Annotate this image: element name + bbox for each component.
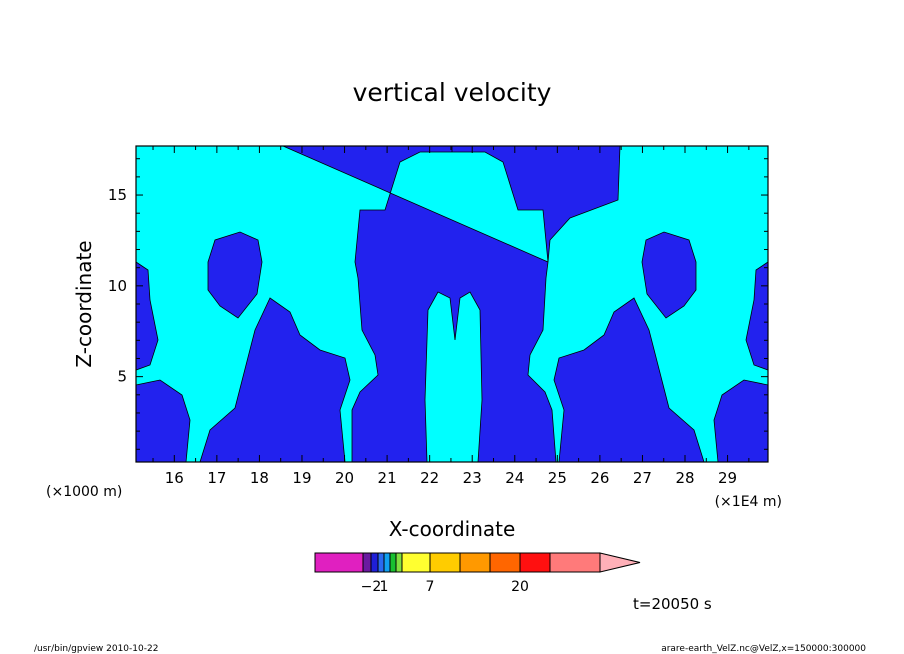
x-unit-right: (×1E4 m) bbox=[715, 494, 782, 510]
x-tick-label: 29 bbox=[718, 469, 737, 487]
contour-right-lower bbox=[553, 297, 705, 463]
colorbar-arrow bbox=[599, 552, 641, 573]
x-unit-left: (×1000 m) bbox=[46, 484, 122, 500]
colorbar-tick-label: 20 bbox=[511, 579, 529, 595]
x-tick-label: 25 bbox=[548, 469, 567, 487]
colorbar-segment bbox=[384, 553, 390, 572]
footer-right: arare-earth_VelZ.nc@VelZ,x=150000:300000 bbox=[661, 644, 866, 654]
colorbar-labels: −21 7 20 bbox=[361, 579, 529, 595]
colorbar-segment bbox=[490, 553, 520, 572]
y-axis: 5 10 15 bbox=[108, 158, 768, 450]
contour-fill-downdraft bbox=[135, 145, 769, 463]
y-axis-label: Z-coordinate bbox=[72, 240, 96, 367]
colorbar-segment bbox=[402, 553, 430, 572]
x-tick-label: 23 bbox=[463, 469, 482, 487]
y-tick-label: 10 bbox=[108, 277, 127, 295]
colorbar-segment bbox=[363, 553, 371, 572]
contour-left-lower bbox=[199, 297, 351, 463]
colorbar-segment bbox=[347, 553, 363, 572]
colorbar-segment bbox=[550, 553, 600, 572]
contour-left-blob bbox=[207, 231, 263, 319]
colorbar-segment bbox=[331, 553, 347, 572]
x-tick-label: 20 bbox=[335, 469, 354, 487]
x-axis: 16 17 18 19 20 21 22 23 24 25 26 27 28 29 bbox=[152, 146, 750, 487]
chart-title: vertical velocity bbox=[353, 78, 552, 107]
plot-area bbox=[135, 145, 769, 463]
y-tick-label: 5 bbox=[117, 368, 127, 386]
colorbar-tick-label: 1 bbox=[380, 579, 389, 595]
x-tick-label: 26 bbox=[590, 469, 609, 487]
colorbar-segment bbox=[378, 553, 384, 572]
x-tick-label: 16 bbox=[165, 469, 184, 487]
colorbar-segment bbox=[315, 553, 331, 572]
x-tick-label: 27 bbox=[633, 469, 652, 487]
colorbar-segment bbox=[520, 553, 550, 572]
contour-central-updraft-hole bbox=[424, 291, 483, 463]
x-tick-label: 24 bbox=[505, 469, 524, 487]
x-tick-label: 17 bbox=[207, 469, 226, 487]
colorbar-segment bbox=[396, 553, 402, 572]
x-tick-label: 22 bbox=[420, 469, 439, 487]
colorbar-segment bbox=[371, 553, 378, 572]
x-tick-label: 19 bbox=[292, 469, 311, 487]
time-label: t=20050 s bbox=[633, 595, 712, 613]
colorbar-tick-label: −2 bbox=[361, 579, 382, 595]
x-tick-label: 18 bbox=[250, 469, 269, 487]
colorbar-tick-label: 7 bbox=[426, 579, 435, 595]
contour-right-blob bbox=[641, 231, 697, 319]
x-tick-label: 28 bbox=[675, 469, 694, 487]
colorbar-frame bbox=[314, 552, 601, 573]
colorbar-segment bbox=[460, 553, 490, 572]
colorbar-segment bbox=[390, 553, 396, 572]
y-tick-label: 15 bbox=[108, 186, 127, 204]
colorbar-segment bbox=[430, 553, 460, 572]
x-tick-label: 21 bbox=[378, 469, 397, 487]
colorbar bbox=[314, 552, 641, 573]
x-axis-label: X-coordinate bbox=[389, 517, 516, 541]
footer-left: /usr/bin/gpview 2010-10-22 bbox=[34, 644, 158, 654]
